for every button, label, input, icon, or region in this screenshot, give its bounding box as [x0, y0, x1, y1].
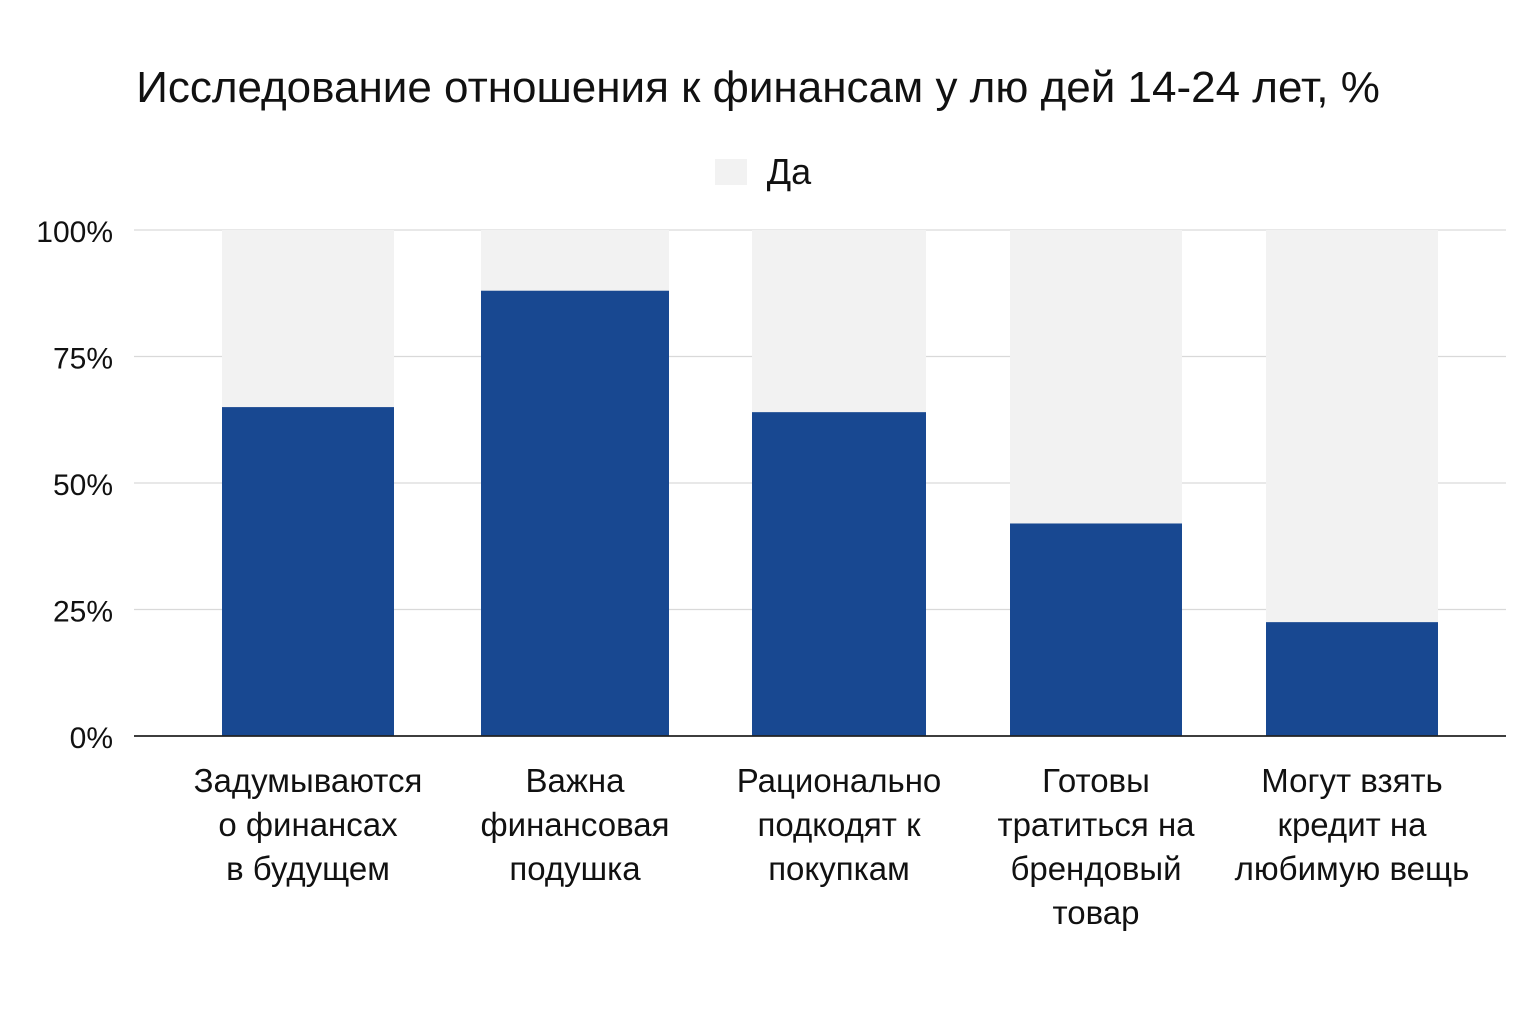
x-tick-label-line: Могут взять: [1261, 762, 1443, 799]
legend: Да: [0, 150, 1526, 194]
x-tick-label-line: тратиться на: [997, 806, 1195, 843]
x-tick-label-line: товар: [1053, 894, 1140, 931]
x-tick-label-line: подкодят к: [757, 806, 921, 843]
x-tick-label-line: кредит на: [1278, 806, 1428, 843]
bar: [222, 407, 394, 736]
bar: [752, 412, 926, 736]
x-tick-label-line: Важна: [525, 762, 625, 799]
x-tick-label-line: любимую вещь: [1235, 850, 1470, 887]
x-tick-label-line: Задумываются: [194, 762, 423, 799]
legend-label: Да: [766, 151, 812, 192]
x-tick-label-line: финансовая: [481, 806, 670, 843]
x-tick-label: Могут взять кредит на любимую вещь: [1235, 762, 1470, 887]
x-tick-label-line: в будущем: [226, 850, 390, 887]
x-tick-label: Задумываются о финансах в будущем: [194, 762, 423, 887]
x-tick-label-line: брендовый: [1010, 850, 1181, 887]
y-tick-label: 25%: [53, 596, 113, 629]
x-tick-label-line: покупкам: [768, 850, 910, 887]
y-tick-label: 0%: [70, 722, 113, 755]
x-tick-label-line: о финансах: [218, 806, 398, 843]
x-tick-label: Рационально подкодят к покупкам: [737, 762, 942, 887]
bar: [1266, 622, 1438, 736]
chart-title: Исследование отношения к финансам у лю д…: [136, 63, 1380, 112]
x-tick-label: Важна финансовая подушка: [481, 762, 670, 887]
x-tick-label-line: Рационально: [737, 762, 942, 799]
y-tick-label: 100%: [36, 216, 113, 249]
legend-swatch: [714, 159, 747, 185]
x-tick-label-line: Готовы: [1042, 762, 1150, 799]
bar: [1010, 523, 1182, 736]
y-tick-label: 75%: [53, 343, 113, 376]
y-tick-label: 50%: [53, 469, 113, 502]
x-tick-label: Готовы тратиться на брендовый товар: [997, 762, 1195, 931]
x-tick-label-line: подушка: [509, 850, 641, 887]
bar: [481, 290, 669, 736]
